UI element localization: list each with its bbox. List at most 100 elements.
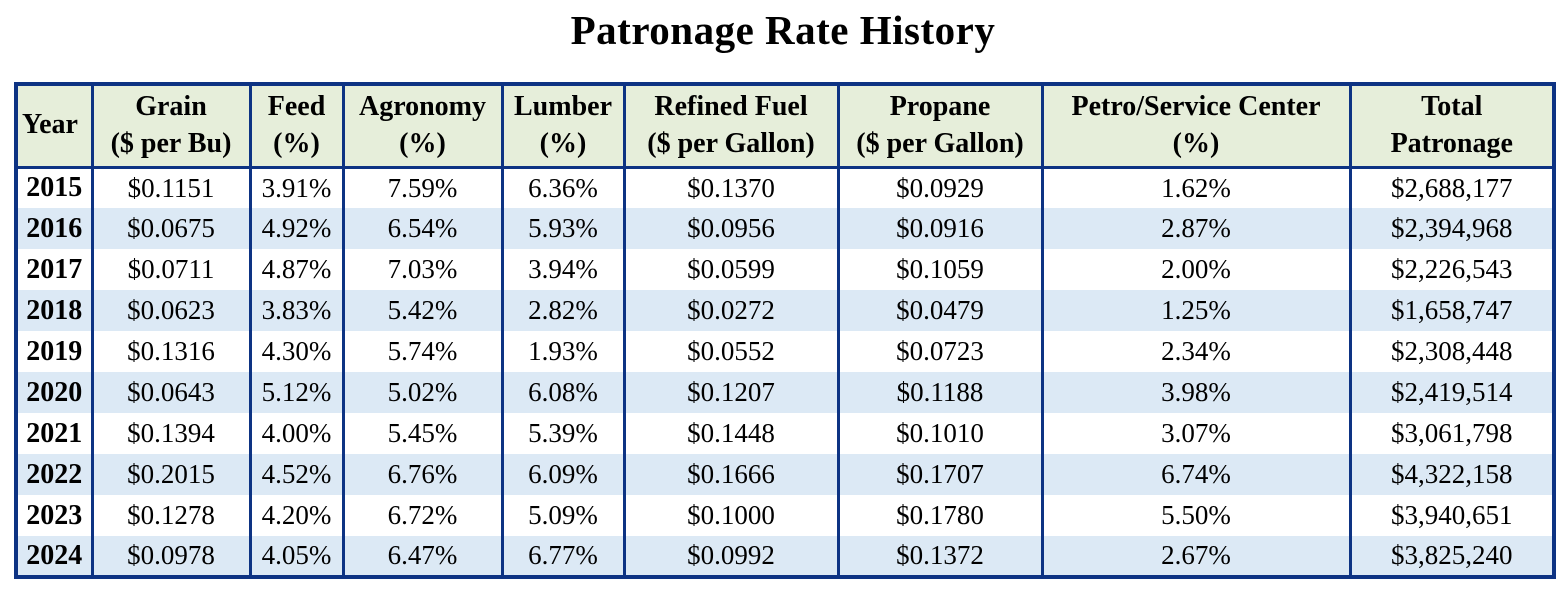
cell-year: 2016 [14,208,94,249]
cell-propane: $0.1188 [836,372,1044,413]
cell-feed: 4.20% [248,495,345,536]
cell-feed: 4.92% [248,208,345,249]
cell-lumber: 6.77% [500,536,626,577]
cell-lumber: 5.09% [500,495,626,536]
cell-petro: 3.98% [1040,372,1352,413]
cell-refined_fuel: $0.0552 [622,331,840,372]
cell-lumber: 5.39% [500,413,626,454]
cell-grain: $0.1151 [90,167,252,208]
cell-lumber: 6.36% [500,167,626,208]
cell-grain: $0.1394 [90,413,252,454]
cell-refined_fuel: $0.1370 [622,167,840,208]
table-row-2019: 2019 $0.1316 4.30% 5.74% 1.93% $0.0552 $0.0723… [14,331,1556,372]
cell-refined_fuel: $0.0956 [622,208,840,249]
header-row: Year Grain ($ per Bu) Feed (%) Agronomy (%) Lum… [14,84,1556,169]
cell-agronomy: 7.59% [341,167,504,208]
column-header-agronomy: Agronomy (%) [341,84,504,169]
cell-refined_fuel: $0.1000 [622,495,840,536]
cell-agronomy: 7.03% [341,249,504,290]
cell-refined_fuel: $0.1666 [622,454,840,495]
table-body: 2015 $0.1151 3.91% 7.59% 6.36% $0.1370 $0.0929… [14,167,1556,577]
column-header-year: Year [14,84,94,169]
cell-total: $3,061,798 [1348,413,1556,454]
column-header-total: Total Patronage [1348,84,1556,169]
cell-grain: $0.1316 [90,331,252,372]
cell-total: $2,419,514 [1348,372,1556,413]
cell-total: $1,658,747 [1348,290,1556,331]
cell-grain: $0.0978 [90,536,252,577]
cell-petro: 6.74% [1040,454,1352,495]
cell-total: $2,688,177 [1348,167,1556,208]
cell-feed: 4.30% [248,331,345,372]
cell-year: 2017 [14,249,94,290]
cell-lumber: 2.82% [500,290,626,331]
cell-propane: $0.0479 [836,290,1044,331]
table-row-2021: 2021 $0.1394 4.00% 5.45% 5.39% $0.1448 $0.1010… [14,413,1556,454]
cell-grain: $0.0675 [90,208,252,249]
cell-feed: 4.00% [248,413,345,454]
cell-refined_fuel: $0.1448 [622,413,840,454]
cell-petro: 1.25% [1040,290,1352,331]
column-header-grain: Grain ($ per Bu) [90,84,252,169]
cell-lumber: 6.09% [500,454,626,495]
table-row-2024: 2024 $0.0978 4.05% 6.47% 6.77% $0.0992 $0.1372… [14,536,1556,577]
cell-grain: $0.0643 [90,372,252,413]
cell-propane: $0.1010 [836,413,1044,454]
table-row-2022: 2022 $0.2015 4.52% 6.76% 6.09% $0.1666 $0.1707… [14,454,1556,495]
cell-refined_fuel: $0.0272 [622,290,840,331]
cell-lumber: 1.93% [500,331,626,372]
table-row-2017: 2017 $0.0711 4.87% 7.03% 3.94% $0.0599 $0.1059… [14,249,1556,290]
cell-petro: 2.34% [1040,331,1352,372]
cell-feed: 5.12% [248,372,345,413]
cell-agronomy: 6.76% [341,454,504,495]
cell-petro: 3.07% [1040,413,1352,454]
cell-feed: 4.05% [248,536,345,577]
cell-grain: $0.2015 [90,454,252,495]
column-header-feed: Feed (%) [248,84,345,169]
cell-year: 2015 [14,167,94,208]
column-header-lumber: Lumber (%) [500,84,626,169]
cell-agronomy: 5.02% [341,372,504,413]
column-header-propane: Propane ($ per Gallon) [836,84,1044,169]
column-header-petro: Petro/Service Center (%) [1040,84,1352,169]
cell-petro: 2.00% [1040,249,1352,290]
cell-petro: 5.50% [1040,495,1352,536]
cell-petro: 2.67% [1040,536,1352,577]
cell-year: 2020 [14,372,94,413]
cell-refined_fuel: $0.0992 [622,536,840,577]
table-row-2016: 2016 $0.0675 4.92% 6.54% 5.93% $0.0956 $0.0916… [14,208,1556,249]
cell-agronomy: 5.45% [341,413,504,454]
cell-feed: 4.87% [248,249,345,290]
cell-total: $2,394,968 [1348,208,1556,249]
cell-feed: 3.83% [248,290,345,331]
cell-propane: $0.1059 [836,249,1044,290]
cell-lumber: 6.08% [500,372,626,413]
cell-propane: $0.0916 [836,208,1044,249]
cell-grain: $0.0711 [90,249,252,290]
cell-feed: 3.91% [248,167,345,208]
page: Patronage Rate History Year Grain ($ per B… [0,6,1566,579]
cell-agronomy: 5.74% [341,331,504,372]
cell-agronomy: 6.54% [341,208,504,249]
table-row-2015: 2015 $0.1151 3.91% 7.59% 6.36% $0.1370 $0.0929… [14,167,1556,208]
cell-year: 2021 [14,413,94,454]
cell-refined_fuel: $0.0599 [622,249,840,290]
cell-propane: $0.0929 [836,167,1044,208]
column-header-refined_fuel: Refined Fuel ($ per Gallon) [622,84,840,169]
table-header: Year Grain ($ per Bu) Feed (%) Agronomy (%) Lum… [14,84,1556,169]
table-container: Year Grain ($ per Bu) Feed (%) Agronomy (%) Lum… [14,82,1566,579]
cell-agronomy: 5.42% [341,290,504,331]
cell-propane: $0.0723 [836,331,1044,372]
cell-total: $4,322,158 [1348,454,1556,495]
table-row-2023: 2023 $0.1278 4.20% 6.72% 5.09% $0.1000 $0.1780… [14,495,1556,536]
page-title: Patronage Rate History [570,7,996,53]
cell-grain: $0.1278 [90,495,252,536]
table-row-2018: 2018 $0.0623 3.83% 5.42% 2.82% $0.0272 $0.0479… [14,290,1556,331]
cell-feed: 4.52% [248,454,345,495]
cell-agronomy: 6.47% [341,536,504,577]
cell-lumber: 3.94% [500,249,626,290]
cell-agronomy: 6.72% [341,495,504,536]
cell-year: 2023 [14,495,94,536]
cell-total: $2,226,543 [1348,249,1556,290]
cell-total: $3,825,240 [1348,536,1556,577]
